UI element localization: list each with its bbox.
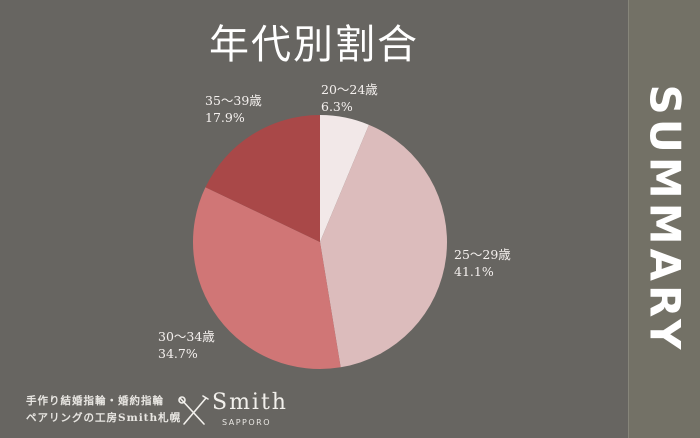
sidebar: SUMMARY <box>628 0 700 438</box>
slice-category: 25～29歳 <box>454 247 511 262</box>
slice-value: 17.9% <box>205 110 245 125</box>
footer-text: 手作り結婚指輪・婚約指輪 ペアリングの工房Smith札幌 <box>26 393 181 427</box>
logo-sub: SAPPORO <box>222 418 271 427</box>
sidebar-label: SUMMARY <box>640 84 690 354</box>
slice-label-30-34: 30～34歳 34.7% <box>158 328 215 362</box>
crossed-tools-icon <box>178 395 209 425</box>
slice-label-25-29: 25～29歳 41.1% <box>454 246 511 280</box>
footer-line-2: ペアリングの工房Smith札幌 <box>26 412 182 424</box>
slice-category: 30～34歳 <box>158 329 215 344</box>
slice-category: 35～39歳 <box>205 93 262 108</box>
slice-category: 20～24歳 <box>321 82 378 97</box>
logo-name: Smith <box>212 390 288 415</box>
slice-value: 34.7% <box>158 346 198 361</box>
pie-slice-2 <box>193 187 341 369</box>
slice-label-20-24: 20～24歳 6.3% <box>321 81 378 115</box>
footer-line-1: 手作り結婚指輪・婚約指輪 <box>26 395 164 407</box>
pie-chart <box>193 115 447 369</box>
slice-label-35-39: 35～39歳 17.9% <box>205 92 262 126</box>
slice-value: 41.1% <box>454 264 494 279</box>
pie-slice-0 <box>320 115 369 242</box>
slice-value: 6.3% <box>321 99 353 114</box>
chart-title: 年代別割合 <box>209 22 419 68</box>
pie-slice-1 <box>320 124 447 368</box>
pie-slice-3 <box>205 115 320 242</box>
